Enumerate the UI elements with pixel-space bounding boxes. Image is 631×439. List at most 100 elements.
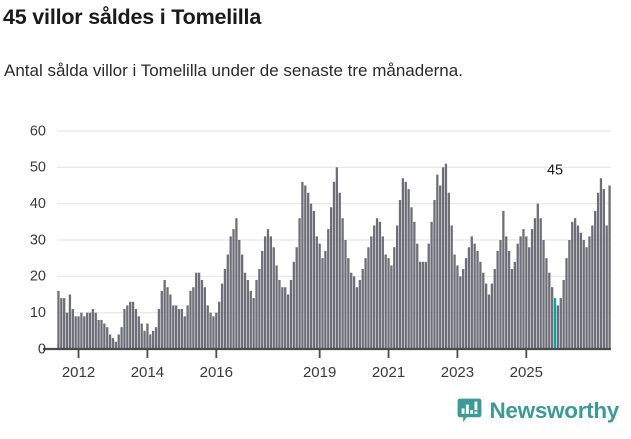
bar	[192, 287, 195, 349]
highlight-annotation: 45	[547, 163, 563, 179]
bar	[588, 236, 591, 349]
bar	[573, 218, 577, 349]
bar	[63, 298, 66, 349]
bar	[602, 189, 605, 349]
bar	[482, 272, 485, 349]
bar	[174, 305, 178, 349]
bar	[548, 272, 551, 349]
x-axis-tick-label: 2025	[510, 364, 543, 381]
bar	[525, 236, 528, 349]
bar	[462, 269, 465, 349]
bar	[398, 200, 402, 349]
bar	[551, 287, 554, 349]
bar	[329, 207, 333, 349]
bar	[358, 279, 361, 349]
bar	[261, 250, 264, 349]
bar	[220, 283, 224, 349]
bar	[266, 229, 270, 349]
bar	[120, 327, 123, 349]
brand-name: Newsworthy	[489, 398, 619, 423]
bar	[218, 301, 221, 349]
bar	[430, 221, 433, 349]
bar	[284, 287, 287, 349]
bar	[206, 305, 209, 349]
bar	[545, 258, 548, 349]
bar	[246, 279, 250, 349]
bar	[163, 279, 166, 349]
bar	[307, 192, 310, 349]
page-title: 45 villor såldes i Tomelilla	[3, 5, 262, 29]
bar	[77, 316, 80, 349]
bar	[519, 236, 522, 349]
bar	[571, 221, 574, 349]
bar	[401, 178, 405, 349]
bar	[189, 290, 192, 349]
bar	[269, 236, 272, 349]
bar	[416, 243, 419, 349]
y-axis-tick-label: 40	[30, 196, 46, 212]
bar	[200, 279, 204, 349]
bar	[318, 243, 321, 349]
y-axis-tick-label: 30	[30, 232, 46, 248]
bar	[212, 316, 215, 349]
bar	[143, 330, 146, 349]
bar	[129, 301, 132, 349]
bar	[421, 261, 425, 349]
axis-group	[43, 347, 611, 358]
bar	[74, 316, 77, 349]
bar	[361, 269, 364, 349]
bar	[324, 250, 327, 349]
bar	[424, 261, 428, 349]
bar	[427, 243, 430, 349]
bar	[381, 236, 384, 349]
bar	[203, 287, 206, 349]
bar	[447, 192, 450, 349]
bar	[97, 319, 100, 349]
bar	[80, 312, 83, 349]
bar	[154, 327, 158, 349]
bar	[275, 265, 278, 349]
bar	[298, 218, 301, 349]
chart-footer: Newsworthy	[0, 396, 631, 439]
bar	[341, 218, 344, 349]
bar	[134, 309, 138, 349]
bar	[272, 247, 275, 349]
bar	[278, 279, 281, 349]
bar	[510, 269, 514, 349]
bar	[407, 189, 410, 349]
bar	[146, 323, 149, 349]
bar	[255, 279, 258, 349]
bar	[530, 229, 534, 349]
bar	[528, 247, 531, 349]
bar	[286, 294, 290, 349]
bar	[71, 309, 74, 349]
bar	[370, 236, 373, 349]
bar	[496, 250, 499, 349]
bar	[418, 261, 422, 349]
x-axis-tick-label: 2016	[200, 364, 233, 381]
bar	[352, 276, 356, 349]
bar	[160, 290, 163, 349]
bar	[576, 225, 580, 349]
bar	[450, 225, 453, 349]
y-axis-tick-label: 10	[30, 305, 46, 321]
highlight-value-label: 45	[547, 163, 563, 179]
bar	[195, 272, 198, 349]
bar	[490, 283, 494, 349]
bar	[106, 327, 109, 349]
bar	[396, 225, 399, 349]
bar	[177, 309, 181, 349]
bar	[281, 287, 284, 349]
bar	[152, 330, 155, 349]
bar	[301, 181, 304, 349]
bar	[215, 312, 218, 349]
bar	[378, 221, 382, 349]
bar	[157, 309, 161, 349]
bar	[456, 265, 459, 349]
bar	[556, 305, 560, 349]
bar	[487, 294, 491, 349]
bar	[364, 258, 367, 349]
newsworthy-logo[interactable]: Newsworthy	[457, 398, 619, 423]
bar	[507, 250, 511, 349]
